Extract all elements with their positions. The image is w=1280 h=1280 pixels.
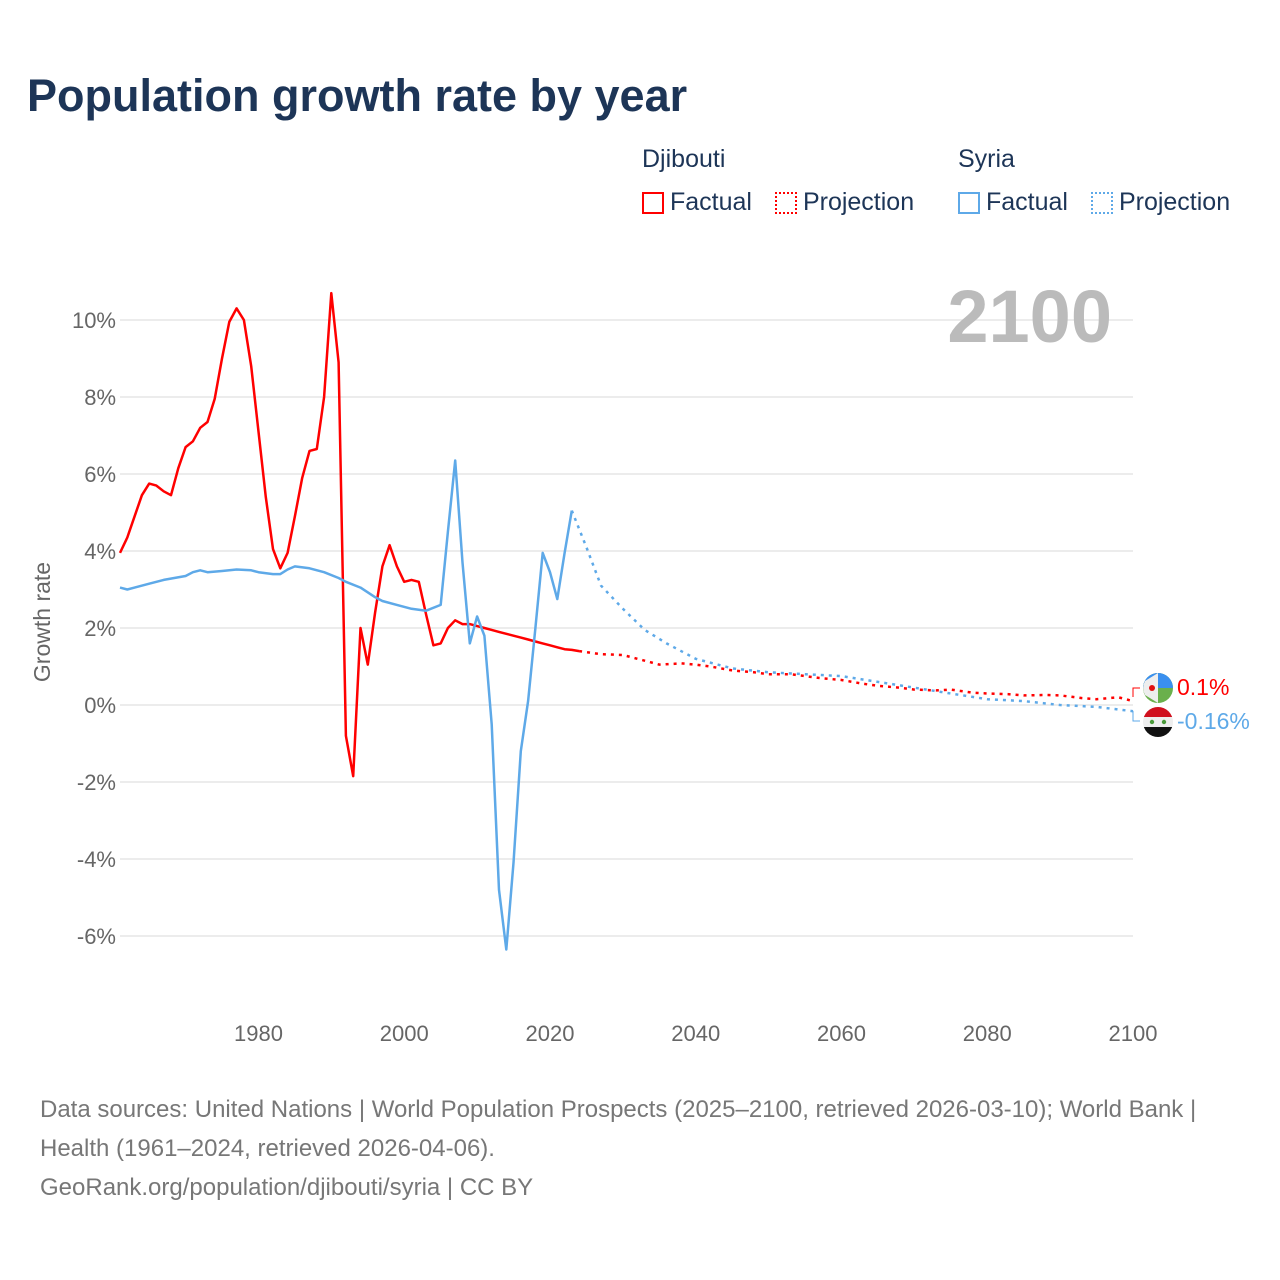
y-tick-label: 8% (84, 385, 116, 410)
x-tick-label: 2060 (817, 1021, 866, 1046)
legend-djibouti: Djibouti Factual Projection (642, 145, 930, 221)
legend-label: Projection (802, 188, 915, 216)
y-axis-label: Growth rate (29, 562, 55, 682)
djibouti-connector (1132, 687, 1140, 697)
source-text: Data sources: United Nations | World Pop… (40, 1096, 1197, 1162)
syria-factual-line (119, 459, 574, 951)
legend-syria: Syria Factual Projection (958, 145, 1246, 221)
syria-flag-icon (1143, 707, 1173, 737)
y-tick-label: -2% (77, 770, 116, 795)
x-tick-label: 2020 (526, 1021, 575, 1046)
solid-swatch-icon (642, 191, 664, 214)
legend-label: Factual (986, 188, 1068, 216)
syria-connector (1132, 711, 1140, 722)
legend-label: Projection (1118, 188, 1231, 216)
solid-swatch-icon (958, 191, 980, 214)
dotted-swatch-icon (1090, 191, 1113, 214)
source-note: Data sources: United Nations | World Pop… (40, 1090, 1240, 1207)
legend-syria-projection[interactable]: Projection (1090, 188, 1231, 217)
legend-country: Djibouti (642, 145, 726, 173)
x-tick-label: 2040 (671, 1021, 720, 1046)
chart-title: Population growth rate by year (27, 70, 688, 121)
x-tick-label: 2100 (1109, 1021, 1158, 1046)
y-tick-label: -6% (77, 924, 116, 949)
y-tick-label: 10% (72, 308, 116, 333)
y-tick-label: 2% (84, 616, 116, 641)
djibouti-factual-line (118, 291, 580, 778)
legend-djibouti-projection[interactable]: Projection (774, 188, 915, 217)
y-tick-label: -4% (77, 847, 116, 872)
plot-area: -6% -4% -2% 0% 2% 4% 6% 8% 10% 1980 2000 2020 2040 20… (29, 275, 1250, 1046)
x-tick-label: 2000 (380, 1021, 429, 1046)
dotted-swatch-icon (774, 191, 797, 214)
y-tick-label: 6% (84, 462, 116, 487)
legend-label: Factual (670, 188, 752, 216)
year-label: 2100 (947, 275, 1112, 358)
legend-country: Syria (958, 145, 1015, 173)
x-tick-label: 2080 (963, 1021, 1012, 1046)
legend-syria-factual[interactable]: Factual (958, 188, 1068, 217)
syria-projection-line (570, 510, 1134, 713)
y-tick-label: 0% (84, 693, 116, 718)
syria-end-label: -0.16% (1177, 708, 1250, 734)
star-icon (1149, 685, 1155, 691)
y-tick-label: 4% (84, 539, 116, 564)
djibouti-projection-line (578, 649, 1134, 703)
source-link[interactable]: GeoRank.org/population/djibouti/syria | … (40, 1174, 534, 1201)
legend-djibouti-factual[interactable]: Factual (642, 188, 752, 217)
x-tick-label: 1980 (234, 1021, 283, 1046)
djibouti-end-label: 0.1% (1177, 674, 1229, 700)
